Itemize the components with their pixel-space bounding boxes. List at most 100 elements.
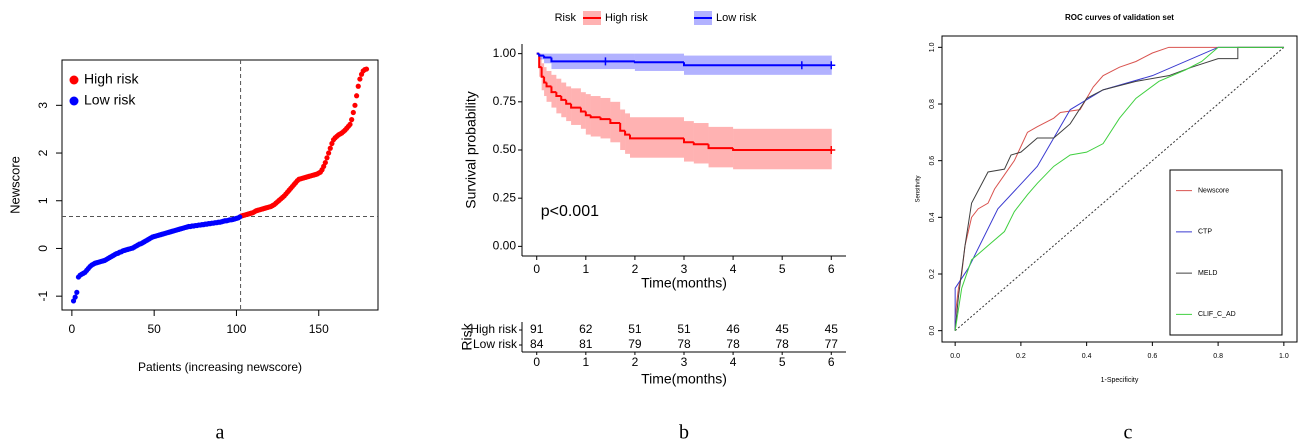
x-tick-label: 0.2	[1016, 353, 1026, 360]
point	[72, 294, 78, 300]
point	[354, 93, 360, 99]
legend-label: High risk	[84, 71, 139, 87]
table-value: 79	[628, 337, 642, 351]
point	[327, 145, 333, 151]
table-value: 91	[530, 322, 544, 336]
y-tick-label: 2	[36, 149, 50, 156]
table-value: 77	[825, 337, 839, 351]
y-tick-label: 0.25	[493, 190, 517, 204]
table-value: 78	[776, 337, 790, 351]
legend-marker	[69, 75, 79, 85]
y-tick-label: 0.00	[493, 239, 517, 253]
censor-mark	[827, 146, 836, 154]
reference-diagonal	[954, 46, 1285, 332]
survival-step	[579, 107, 586, 113]
table-value: 46	[726, 322, 740, 336]
legend-label: Low risk	[84, 92, 136, 108]
y-tick-label: 1.0	[929, 42, 936, 52]
x-axis-label: Patients (increasing newscore)	[138, 360, 302, 374]
table-x-tick-label: 3	[681, 355, 688, 369]
table-value: 84	[530, 337, 544, 351]
legend-label: Newscore	[1198, 187, 1229, 194]
survival-step	[683, 138, 694, 144]
y-axis-label: Sensitivity	[916, 175, 922, 202]
table-value: 78	[726, 337, 740, 351]
x-tick-label: 6	[828, 262, 835, 276]
x-axis-label: Time(months)	[641, 275, 727, 291]
survival-step	[599, 117, 611, 121]
survival-step	[619, 123, 626, 132]
plot-box	[941, 35, 1298, 343]
table-value: 62	[579, 322, 593, 336]
point	[355, 83, 361, 89]
x-tick-label: 1	[582, 262, 589, 276]
panel-caption: c	[1124, 422, 1133, 444]
point	[326, 150, 332, 156]
legend-title: Risk	[555, 12, 577, 24]
legend-box	[1169, 169, 1283, 336]
point	[322, 159, 328, 166]
y-tick-label: 0.75	[493, 94, 517, 108]
y-tick-label: 0.50	[493, 142, 517, 156]
legend-label: High risk	[605, 12, 648, 24]
x-tick-label: 1.0	[1279, 353, 1289, 360]
censor-mark	[827, 61, 836, 70]
point	[363, 66, 370, 72]
point	[237, 214, 243, 220]
x-tick-label: 0	[69, 322, 76, 336]
survival-step	[560, 96, 567, 101]
survival-step	[550, 86, 557, 94]
censor-mark	[601, 57, 610, 66]
point	[350, 109, 356, 116]
table-x-tick-label: 6	[828, 355, 835, 369]
table-value: 78	[677, 337, 691, 351]
point	[347, 121, 353, 128]
y-tick-label: 0.8	[929, 99, 936, 109]
survival-step	[692, 142, 709, 146]
y-tick-label: 3	[36, 102, 50, 109]
table-value: 45	[776, 322, 790, 336]
survival-step	[565, 99, 572, 105]
table-x-label: Time(months)	[641, 371, 727, 387]
p-value: p<0.001	[541, 203, 599, 220]
survival-step	[629, 134, 684, 140]
y-tick-label: -1	[36, 291, 50, 302]
point	[357, 76, 363, 82]
roc-curve	[954, 46, 1284, 331]
panel-caption: a	[216, 422, 225, 444]
survival-step	[732, 148, 832, 151]
table-x-tick-label: 2	[632, 355, 639, 369]
y-tick-label: 0.0	[929, 326, 936, 336]
survival-step	[570, 103, 581, 109]
x-tick-label: 100	[226, 322, 246, 336]
table-x-tick-label: 5	[779, 355, 786, 369]
x-tick-label: 5	[779, 262, 786, 276]
y-tick-label: 0.4	[929, 212, 936, 222]
table-row-label: High risk	[470, 322, 518, 336]
survival-step	[543, 55, 552, 59]
survival-step	[555, 92, 562, 98]
legend-label: CLIF_C_AD	[1198, 311, 1236, 318]
x-axis-label: 1-Specificity	[1101, 377, 1139, 384]
table-x-tick-label: 1	[582, 355, 589, 369]
x-tick-label: 4	[730, 262, 737, 276]
censor-mark	[797, 61, 806, 70]
x-tick-label: 0	[533, 262, 540, 276]
point	[324, 155, 330, 161]
y-tick-label: 0.6	[929, 156, 936, 166]
y-axis-label: Survival probability	[463, 91, 479, 209]
point	[74, 289, 80, 295]
panel-caption: b	[679, 422, 689, 444]
x-tick-label: 2	[632, 262, 639, 276]
table-value: 51	[677, 322, 691, 336]
survival-step	[545, 82, 552, 88]
y-tick-label: 1.00	[493, 46, 517, 60]
legend-label: CTP	[1198, 229, 1212, 236]
x-tick-label: 0.8	[1213, 353, 1223, 360]
survival-step	[584, 111, 591, 117]
y-axis-label: Newscore	[7, 156, 22, 214]
x-tick-label: 3	[681, 262, 688, 276]
legend-label: Low risk	[716, 12, 757, 24]
x-tick-label: 50	[147, 322, 161, 336]
